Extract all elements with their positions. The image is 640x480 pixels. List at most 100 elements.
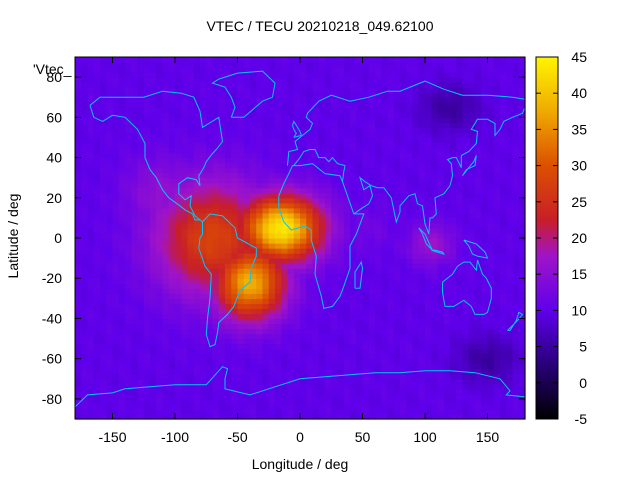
heatmap-cell: [181, 232, 189, 239]
heatmap-cell: [143, 132, 151, 139]
heatmap-cell: [350, 87, 357, 93]
heatmap-cell: [150, 67, 157, 73]
heatmap-cell: [300, 368, 307, 375]
heatmap-cell: [181, 172, 189, 179]
heatmap-cell: [412, 248, 420, 254]
heatmap-cell: [212, 268, 220, 274]
heatmap-cell: [356, 117, 364, 123]
heatmap-cell: [243, 187, 251, 194]
heatmap-cell: [431, 132, 439, 139]
heatmap-cell: [293, 92, 301, 98]
heatmap-cell: [343, 268, 351, 274]
heatmap-cell: [112, 283, 120, 289]
heatmap-cell: [200, 67, 207, 73]
heatmap-cell: [306, 222, 314, 229]
heatmap-cell: [93, 388, 101, 395]
heatmap-cell: [487, 167, 495, 174]
heatmap-cell: [250, 408, 257, 415]
heatmap-cell: [368, 358, 376, 365]
heatmap-cell: [87, 283, 95, 289]
heatmap-cell: [250, 232, 257, 239]
heatmap-cell: [300, 207, 307, 214]
heatmap-cell: [243, 268, 251, 274]
heatmap-cell: [112, 137, 120, 144]
heatmap-cell: [218, 253, 226, 259]
heatmap-cell: [106, 318, 114, 325]
heatmap-cell: [387, 117, 395, 123]
heatmap-cell: [125, 308, 132, 315]
heatmap-cell: [125, 353, 132, 360]
heatmap-cell: [187, 258, 195, 264]
heatmap-cell: [231, 77, 239, 83]
heatmap-cell: [225, 107, 232, 113]
heatmap-cell: [187, 67, 195, 73]
heatmap-cell: [350, 177, 357, 184]
heatmap-cell: [181, 62, 189, 68]
heatmap-cell: [100, 167, 107, 174]
heatmap-cell: [337, 378, 345, 385]
heatmap-cell: [337, 368, 345, 375]
heatmap-cell: [237, 258, 245, 264]
heatmap-cell: [393, 207, 401, 214]
heatmap-cell: [231, 288, 239, 294]
heatmap-cell: [100, 112, 107, 118]
heatmap-cell: [212, 393, 220, 400]
heatmap-cell: [281, 182, 289, 189]
heatmap-cell: [250, 82, 257, 88]
heatmap-cell: [325, 207, 332, 214]
heatmap-cell: [281, 393, 289, 400]
heatmap-cell: [287, 132, 295, 139]
heatmap-cell: [350, 167, 357, 174]
heatmap-cell: [481, 137, 489, 144]
heatmap-cell: [375, 403, 382, 410]
heatmap-cell: [250, 378, 257, 385]
heatmap-cell: [106, 383, 114, 390]
heatmap-cell: [118, 227, 126, 234]
heatmap-cell: [256, 238, 264, 244]
heatmap-cell: [250, 162, 257, 169]
heatmap-cell: [431, 243, 439, 249]
heatmap-cell: [437, 398, 445, 405]
heatmap-cell: [175, 72, 182, 78]
heatmap-cell: [325, 157, 332, 164]
heatmap-cell: [275, 363, 282, 370]
heatmap-cell: [237, 162, 245, 169]
heatmap-cell: [425, 207, 432, 214]
heatmap-cell: [150, 283, 157, 289]
heatmap-cell: [200, 303, 207, 309]
heatmap-cell: [456, 318, 464, 325]
heatmap-cell: [462, 273, 470, 279]
heatmap-cell: [281, 142, 289, 149]
heatmap-cell: [293, 393, 301, 400]
heatmap-cell: [343, 263, 351, 269]
heatmap-cell: [131, 227, 139, 234]
heatmap-cell: [456, 132, 464, 139]
heatmap-cell: [431, 152, 439, 159]
heatmap-cell: [400, 253, 407, 259]
heatmap-cell: [287, 67, 295, 73]
heatmap-cell: [87, 238, 95, 244]
heatmap-cell: [337, 172, 345, 179]
heatmap-cell: [181, 338, 189, 345]
heatmap-cell: [100, 62, 107, 68]
heatmap-cell: [375, 373, 382, 380]
heatmap-cell: [131, 167, 139, 174]
heatmap-cell: [318, 222, 326, 229]
heatmap-cell: [443, 358, 451, 365]
heatmap-cell: [81, 288, 89, 294]
heatmap-cell: [225, 132, 232, 139]
heatmap-cell: [206, 273, 214, 279]
heatmap-cell: [162, 368, 170, 375]
heatmap-cell: [456, 338, 464, 345]
heatmap-cell: [325, 358, 332, 365]
heatmap-cell: [150, 263, 157, 269]
heatmap-cell: [337, 167, 345, 174]
heatmap-cell: [418, 328, 426, 335]
heatmap-cell: [175, 343, 182, 350]
heatmap-cell: [387, 172, 395, 179]
heatmap-cell: [175, 268, 182, 274]
heatmap-cell: [168, 403, 176, 410]
heatmap-cell: [150, 152, 157, 159]
heatmap-cell: [287, 227, 295, 234]
heatmap-cell: [131, 253, 139, 259]
